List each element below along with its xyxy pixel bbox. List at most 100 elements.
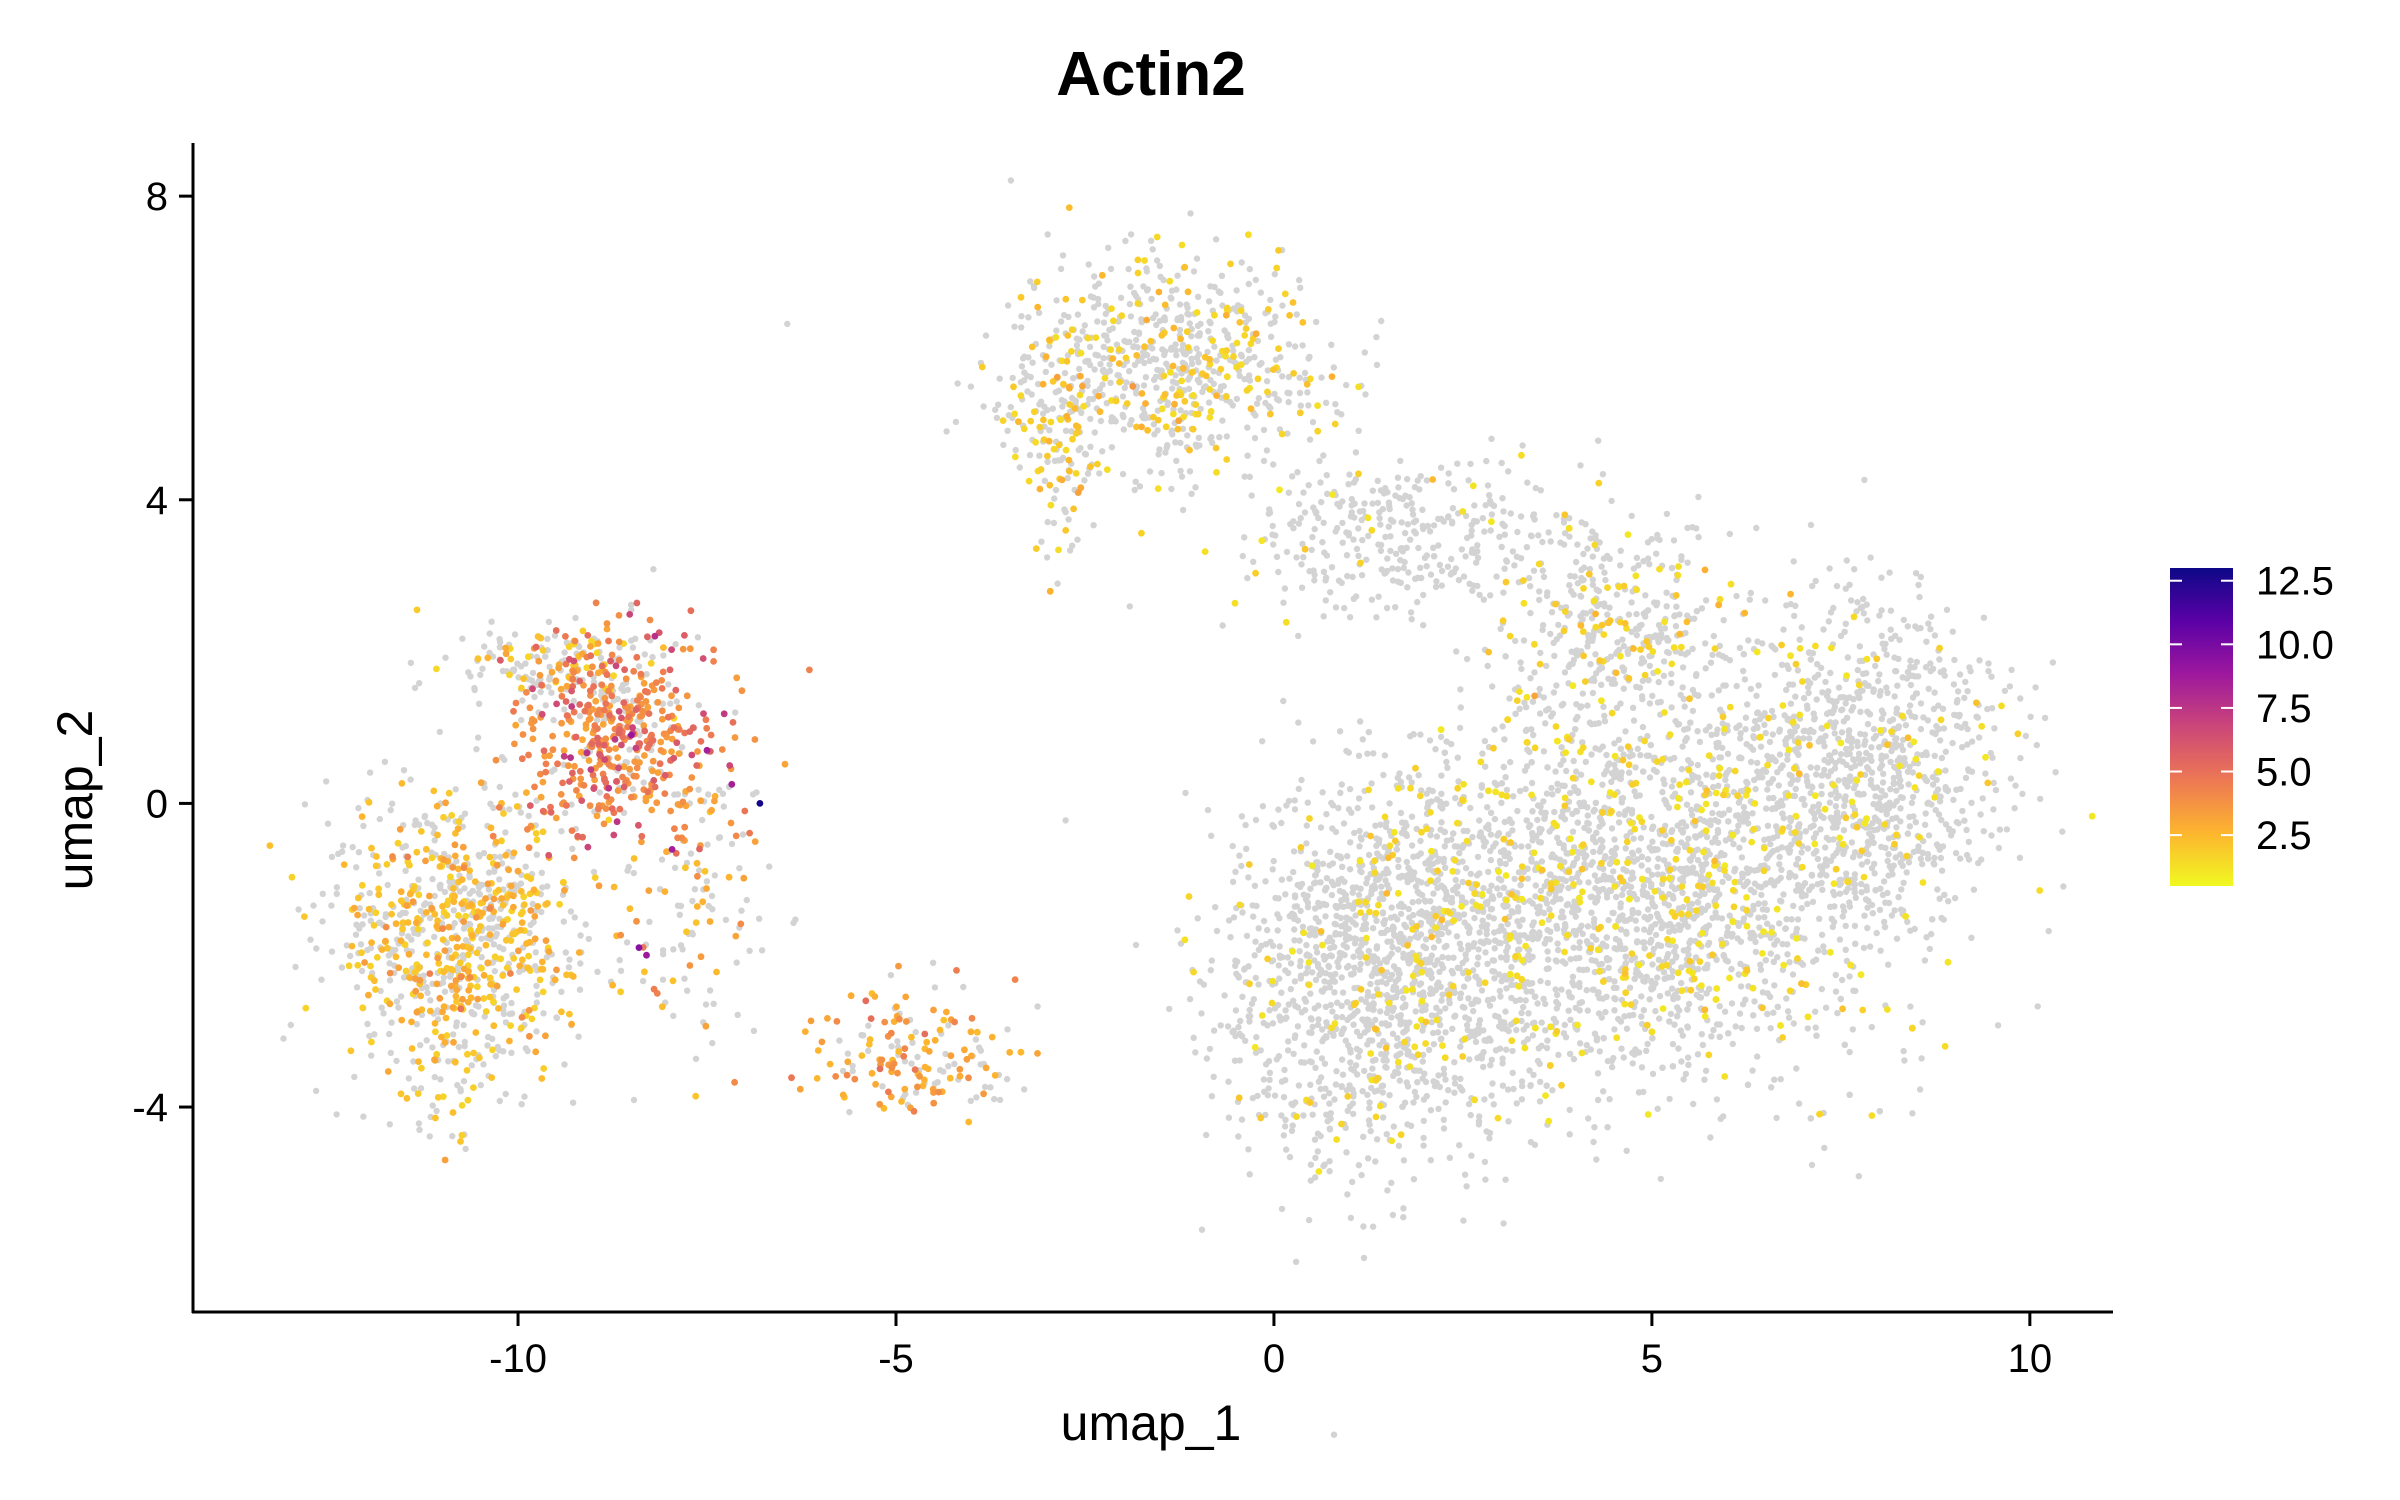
cell-point bbox=[457, 1086, 464, 1093]
cell-point bbox=[496, 783, 503, 791]
cell-point bbox=[1553, 636, 1560, 643]
cell-point bbox=[1440, 855, 1448, 863]
cell-point bbox=[1659, 788, 1666, 796]
cell-point bbox=[1804, 900, 1811, 908]
cell-point bbox=[491, 868, 498, 875]
cell-point bbox=[1283, 1146, 1290, 1153]
cell-point bbox=[1177, 467, 1184, 475]
cell-point bbox=[1719, 878, 1726, 886]
cell-point bbox=[410, 1058, 417, 1065]
cell-point bbox=[1554, 946, 1562, 954]
cell-point bbox=[1500, 902, 1507, 909]
cell-point bbox=[1599, 781, 1606, 788]
cell-point bbox=[1617, 562, 1624, 569]
cell-point bbox=[1668, 985, 1676, 992]
cell-point bbox=[1395, 484, 1402, 491]
cell-point bbox=[1754, 1053, 1761, 1060]
cell-point bbox=[1754, 759, 1761, 767]
cell-point bbox=[1578, 519, 1585, 526]
cell-point bbox=[1332, 921, 1340, 928]
cell-point bbox=[1323, 884, 1330, 891]
cell-point bbox=[1699, 1041, 1707, 1049]
cell-point bbox=[1020, 377, 1028, 384]
cell-point bbox=[1627, 883, 1635, 891]
cell-point bbox=[1465, 946, 1472, 953]
cell-point bbox=[1450, 954, 1457, 961]
cell-point bbox=[1395, 946, 1402, 953]
cell-point bbox=[1706, 886, 1713, 893]
cell-point bbox=[1834, 1009, 1841, 1017]
cell-point bbox=[1578, 922, 1585, 929]
cell-point bbox=[1062, 427, 1070, 434]
cell-point bbox=[1400, 954, 1407, 961]
cell-point bbox=[1297, 402, 1305, 409]
cell-point bbox=[1100, 355, 1107, 362]
cell-point bbox=[1282, 1007, 1289, 1014]
cell-point bbox=[1427, 832, 1434, 839]
cell-point bbox=[1427, 1157, 1435, 1164]
cell-point bbox=[1095, 300, 1102, 308]
cell-point bbox=[695, 867, 703, 874]
cell-point bbox=[1387, 516, 1395, 523]
cell-point bbox=[1465, 477, 1472, 484]
cell-point bbox=[1376, 515, 1383, 522]
cell-point bbox=[1364, 1091, 1371, 1099]
cell-point bbox=[1638, 660, 1645, 667]
cell-point bbox=[1349, 1178, 1356, 1186]
cell-point bbox=[386, 960, 393, 967]
cell-point bbox=[1442, 1005, 1449, 1012]
cell-point bbox=[1669, 1040, 1677, 1048]
cell-point bbox=[1540, 798, 1547, 805]
cell-point bbox=[1436, 855, 1443, 863]
cell-point bbox=[1287, 960, 1295, 967]
cell-point bbox=[1568, 648, 1575, 655]
cell-point bbox=[1097, 360, 1104, 368]
cell-point bbox=[1338, 1083, 1345, 1091]
cell-point bbox=[1543, 662, 1550, 670]
cell-point bbox=[1360, 1133, 1367, 1141]
cell-point bbox=[1469, 833, 1476, 841]
cell-point bbox=[1759, 906, 1767, 913]
cell-point bbox=[709, 1039, 716, 1047]
cell-point bbox=[441, 850, 448, 858]
cell-point bbox=[1269, 942, 1277, 949]
cell-point bbox=[1732, 1023, 1739, 1030]
cell-point bbox=[1405, 774, 1413, 781]
cell-point bbox=[1411, 528, 1418, 535]
cell-point bbox=[1435, 542, 1442, 549]
cell-point bbox=[1536, 1098, 1544, 1105]
cell-point bbox=[469, 1010, 476, 1017]
cell-point bbox=[1374, 477, 1382, 484]
cell-point bbox=[1356, 843, 1363, 850]
cell-point bbox=[1701, 890, 1708, 897]
cell-point bbox=[1518, 843, 1525, 850]
cell-point bbox=[1084, 377, 1091, 385]
cell-point bbox=[1389, 577, 1397, 584]
cell-point bbox=[1343, 1087, 1351, 1094]
cell-point bbox=[1435, 1105, 1442, 1113]
cell-point bbox=[1532, 484, 1540, 492]
cell-point bbox=[1587, 661, 1594, 668]
cell-point bbox=[1241, 473, 1248, 480]
cell-point bbox=[1230, 347, 1237, 354]
cell-point bbox=[1357, 960, 1364, 968]
cell-point bbox=[1682, 1070, 1690, 1078]
cell-point bbox=[1263, 447, 1271, 454]
cell-point bbox=[1412, 1008, 1419, 1015]
cell-point bbox=[1594, 1096, 1602, 1104]
cell-point bbox=[1693, 671, 1700, 678]
cell-point bbox=[1239, 993, 1246, 1000]
cell-point bbox=[1349, 905, 1357, 912]
cell-point bbox=[333, 1111, 340, 1118]
cell-point bbox=[569, 845, 576, 852]
cell-point bbox=[1812, 1008, 1819, 1015]
cell-point bbox=[1518, 1009, 1525, 1017]
cell-point bbox=[1476, 817, 1483, 824]
cell-point bbox=[1429, 860, 1437, 867]
cell-point bbox=[517, 809, 524, 816]
cell-point bbox=[1679, 1032, 1687, 1039]
cell-point bbox=[1482, 502, 1489, 509]
cell-point bbox=[1243, 358, 1250, 365]
cell-point bbox=[1737, 730, 1744, 737]
cell-point bbox=[1349, 573, 1356, 581]
